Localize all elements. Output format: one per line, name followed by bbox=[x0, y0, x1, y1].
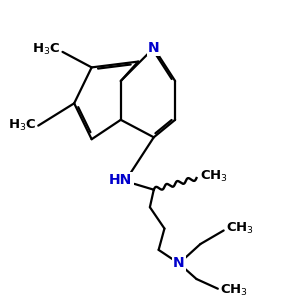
Text: N: N bbox=[148, 41, 160, 55]
Text: CH$_3$: CH$_3$ bbox=[220, 283, 248, 298]
Text: H$_3$C: H$_3$C bbox=[32, 41, 61, 56]
Text: CH$_3$: CH$_3$ bbox=[226, 221, 254, 236]
Text: CH$_3$: CH$_3$ bbox=[200, 169, 228, 184]
Text: N: N bbox=[173, 256, 185, 271]
Text: HN: HN bbox=[109, 173, 132, 187]
Text: H$_3$C: H$_3$C bbox=[8, 118, 36, 133]
